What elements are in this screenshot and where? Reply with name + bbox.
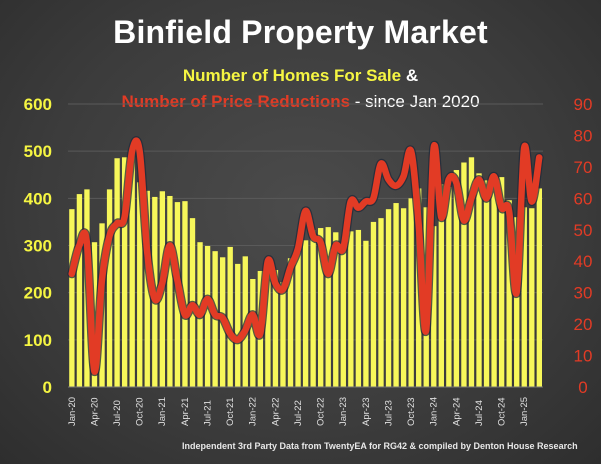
x-axis-tick-label: Jan-23 xyxy=(338,397,349,426)
bar xyxy=(295,252,301,387)
bar xyxy=(529,208,535,387)
right-axis-tick-label: 70 xyxy=(574,158,593,177)
price-reductions-line xyxy=(68,137,543,375)
x-axis-tick-label: Oct-20 xyxy=(135,397,146,426)
bar xyxy=(204,245,211,387)
right-axis-tick-label: 40 xyxy=(574,252,593,271)
x-axis-tick-label: Apr-20 xyxy=(89,397,100,426)
x-axis-tick-label: Oct-24 xyxy=(497,397,508,426)
bar xyxy=(408,198,414,387)
bar xyxy=(446,187,452,387)
x-axis-tick-label: Jul-20 xyxy=(112,400,123,426)
bar xyxy=(310,229,316,387)
subtitle-ampersand: & xyxy=(401,66,419,85)
subtitle-price-reductions: Number of Price Reductions xyxy=(121,92,351,111)
bar xyxy=(325,227,331,387)
x-axis-tick-label: Apr-21 xyxy=(180,397,191,426)
bar xyxy=(461,162,467,387)
x-axis-tick-label: Jan-25 xyxy=(519,397,530,426)
right-axis-tick-label: 90 xyxy=(574,95,593,114)
bar xyxy=(378,218,384,387)
x-axis-tick-label: Apr-24 xyxy=(451,397,462,426)
x-axis-tick-label: Jul-24 xyxy=(474,400,485,426)
right-axis-tick-label: 0 xyxy=(578,378,587,397)
bar xyxy=(114,158,120,387)
bar xyxy=(340,248,346,387)
x-axis-tick-label: Jan-22 xyxy=(248,397,259,426)
bar xyxy=(400,208,407,387)
bar xyxy=(514,217,520,387)
x-axis-tick-label: Jan-21 xyxy=(157,397,168,426)
bar xyxy=(363,240,369,387)
x-axis-tick-label: Apr-23 xyxy=(361,397,372,426)
bar xyxy=(167,195,173,387)
bar xyxy=(121,157,128,387)
bar xyxy=(355,229,362,387)
left-axis-tick-label: 500 xyxy=(24,142,52,161)
bar xyxy=(280,282,286,387)
bar xyxy=(468,157,475,387)
x-axis-tick-label: Jul-23 xyxy=(383,400,394,426)
chart-subtitle-line2: Number of Price Reductions - since Jan 2… xyxy=(0,92,601,112)
bar xyxy=(521,207,527,387)
right-axis-tick-label: 10 xyxy=(574,347,593,366)
chart-title: Binfield Property Market xyxy=(113,14,488,50)
x-axis-tick-label: Jan-20 xyxy=(67,397,78,426)
bar xyxy=(76,194,83,387)
bar xyxy=(318,228,324,387)
right-axis-tick-label: 80 xyxy=(574,126,593,145)
bar xyxy=(438,184,444,387)
chart-subtitle-line1: Number of Homes For Sale & xyxy=(0,66,601,86)
bar xyxy=(144,190,150,387)
bar xyxy=(265,269,271,387)
bar xyxy=(302,240,309,387)
bar xyxy=(272,270,279,387)
left-axis-tick-label: 200 xyxy=(24,284,52,303)
bar xyxy=(182,201,188,387)
bar xyxy=(385,209,392,387)
left-axis-tick-label: 100 xyxy=(24,331,52,350)
left-axis-tick-label: 300 xyxy=(24,237,52,256)
bar xyxy=(506,200,512,387)
bar xyxy=(476,173,482,387)
subtitle-homes-for-sale: Number of Homes For Sale xyxy=(182,66,402,85)
bar xyxy=(227,246,233,387)
x-axis-tick-label: Oct-22 xyxy=(316,397,327,426)
bar xyxy=(235,263,241,387)
x-axis-tick-label: Jul-22 xyxy=(293,400,304,426)
subtitle-since: - since Jan 2020 xyxy=(350,92,480,111)
x-axis-tick-label: Apr-22 xyxy=(270,397,281,426)
bar xyxy=(106,189,113,387)
left-axis-tick-label: 0 xyxy=(43,378,52,397)
bar xyxy=(431,226,437,387)
bar xyxy=(129,151,135,387)
bar xyxy=(137,182,143,387)
x-axis-tick-label: Jul-21 xyxy=(202,400,213,426)
x-axis-tick-label: Oct-21 xyxy=(225,397,236,426)
right-axis-tick-label: 50 xyxy=(574,221,593,240)
chart-footer: Independent 3rd Party Data from TwentyEA… xyxy=(182,441,578,451)
x-axis-tick-label: Jan-24 xyxy=(429,397,440,426)
bar xyxy=(370,221,377,387)
right-axis-tick-label: 20 xyxy=(574,315,593,334)
left-axis-tick-label: 400 xyxy=(24,189,52,208)
bar xyxy=(69,209,75,387)
x-axis-tick-label: Oct-23 xyxy=(406,397,417,426)
right-axis-tick-label: 60 xyxy=(574,189,593,208)
bar xyxy=(348,231,354,387)
bar xyxy=(491,178,497,387)
bar xyxy=(498,177,505,387)
bar xyxy=(483,180,490,387)
bar xyxy=(287,258,294,387)
bar xyxy=(453,170,460,387)
bar xyxy=(250,278,256,387)
left-axis-tick-label: 600 xyxy=(24,95,52,114)
bar xyxy=(333,232,339,387)
bar xyxy=(393,203,399,387)
right-axis-tick-label: 30 xyxy=(574,284,593,303)
bar xyxy=(536,188,542,387)
